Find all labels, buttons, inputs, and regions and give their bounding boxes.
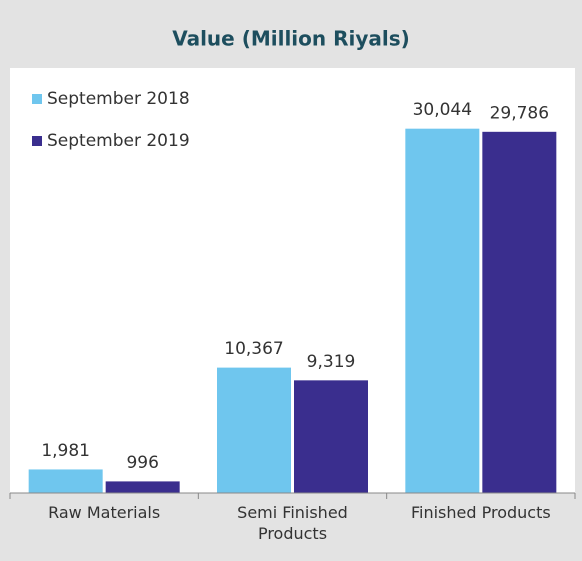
legend-swatch bbox=[32, 136, 42, 146]
x-tick-label: Raw Materials bbox=[48, 503, 161, 522]
legend-label: September 2019 bbox=[47, 131, 190, 151]
value-label: 996 bbox=[126, 453, 158, 473]
bar bbox=[216, 366, 292, 494]
bar bbox=[27, 468, 104, 494]
plot-area bbox=[10, 68, 575, 493]
x-tick-label: Finished Products bbox=[410, 503, 551, 522]
legend-swatch bbox=[32, 94, 42, 104]
bar bbox=[293, 379, 369, 494]
bar bbox=[104, 480, 181, 494]
value-label: 1,981 bbox=[41, 441, 90, 461]
x-tick-label: Semi Finished Products bbox=[237, 503, 348, 543]
value-label: 29,786 bbox=[490, 103, 549, 123]
chart-title: Value (Million Riyals) bbox=[172, 27, 410, 51]
bar bbox=[404, 127, 481, 494]
legend-label: September 2018 bbox=[47, 89, 190, 109]
value-label: 10,367 bbox=[224, 339, 283, 359]
value-label: 30,044 bbox=[413, 100, 472, 120]
bar bbox=[481, 130, 558, 494]
value-label: 9,319 bbox=[307, 352, 356, 372]
